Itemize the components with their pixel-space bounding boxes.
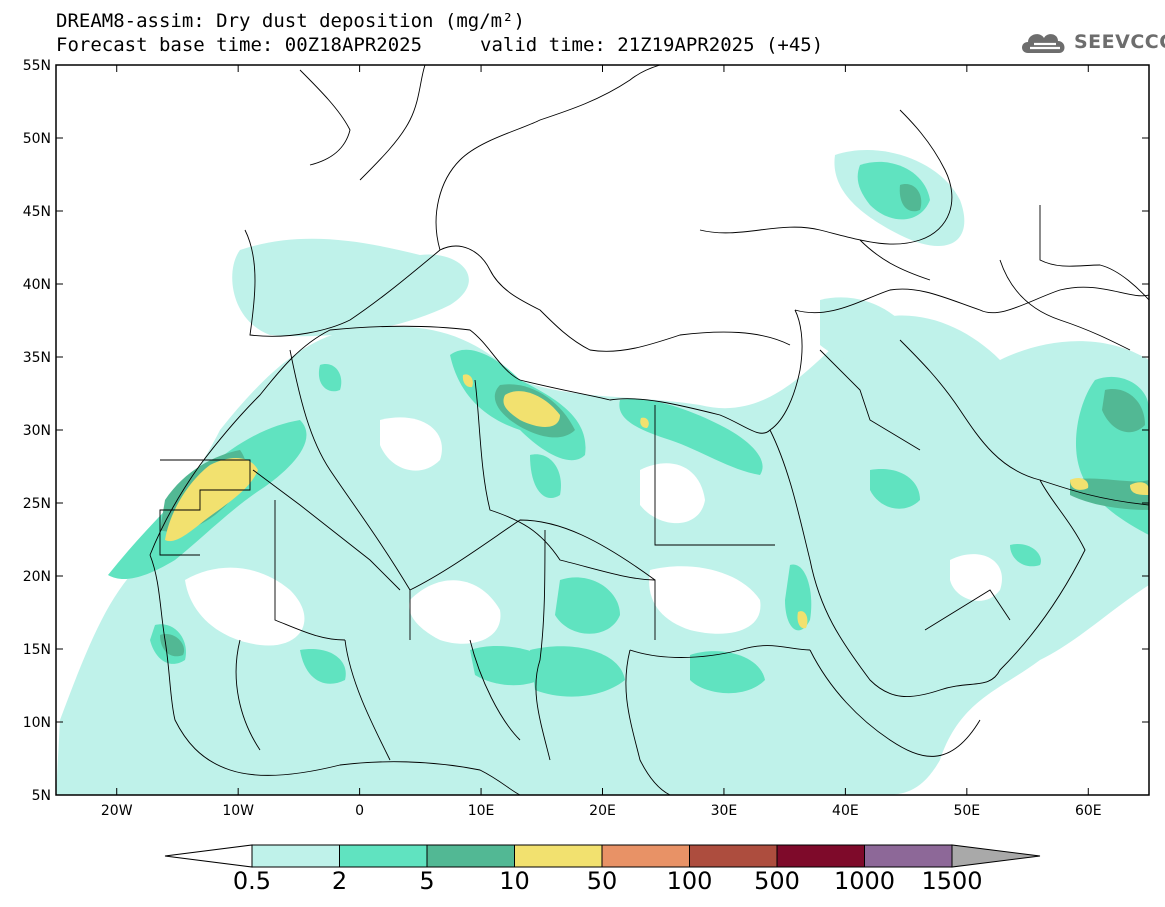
lon-tick-label: 20W (101, 803, 133, 819)
map-title: DREAM8-assim: Dry dust deposition (mg/m²… (56, 10, 525, 32)
colorbar-swatch (776, 844, 865, 868)
dust-field (56, 150, 1149, 795)
forecast-base-time: Forecast base time: 00Z18APR2025 (56, 34, 423, 56)
no-deposition-gaps (185, 417, 1002, 646)
coastlines-borders (149, 65, 1149, 795)
colorbar-level-label: 1000 (834, 867, 895, 895)
lon-tick-label: 20E (589, 803, 616, 819)
deposition-10-50 (165, 374, 1149, 629)
lon-tick-label: 10W (222, 803, 254, 819)
lon-tick-label: 30E (711, 803, 738, 819)
latitude-axis: 55N 50N 45N 40N 35N 30N 25N 20N 15N 10N 5N (23, 58, 1149, 804)
colorbar-swatch (339, 844, 428, 868)
lat-tick-label: 40N (23, 277, 51, 293)
colorbar-level-label: 2 (332, 867, 347, 895)
lat-tick-label: 55N (23, 58, 51, 74)
lon-tick-label: 50E (953, 803, 980, 819)
colorbar-swatch (426, 844, 515, 868)
lon-tick-label: 0 (355, 803, 364, 819)
lat-tick-label: 10N (23, 715, 51, 731)
colorbar-level-label: 5 (419, 867, 434, 895)
lat-tick-label: 45N (23, 204, 51, 220)
lon-tick-label: 40E (832, 803, 859, 819)
lon-tick-label: 10E (468, 803, 495, 819)
logo-text: SEEVCCC (1074, 31, 1165, 53)
colorbar-level-label: 50 (587, 867, 618, 895)
cloud-icon (1022, 34, 1065, 53)
colorbar-low-arrow (164, 844, 253, 868)
lat-tick-label: 20N (23, 569, 51, 585)
colorbar-level-label: 500 (754, 867, 800, 895)
colorbar-swatch (864, 844, 953, 868)
colorbar-level-label: 100 (667, 867, 713, 895)
lat-tick-label: 50N (23, 131, 51, 147)
lat-tick-label: 30N (23, 423, 51, 439)
lat-tick-label: 15N (23, 642, 51, 658)
valid-time: valid time: 21Z19APR2025 (+45) (480, 34, 824, 56)
lat-tick-label: 25N (23, 496, 51, 512)
lat-tick-label: 5N (32, 788, 51, 804)
colorbar-level-label: 10 (499, 867, 530, 895)
colorbar-high-arrow (951, 844, 1041, 868)
colorbar: 0.5 2 5 10 50 100 500 1000 1500 (164, 844, 1041, 895)
seevccc-logo: SEEVCCC (1018, 24, 1165, 60)
colorbar-swatch (251, 844, 340, 868)
colorbar-swatch (601, 844, 690, 868)
colorbar-level-label: 0.5 (233, 867, 271, 895)
colorbar-level-label: 1500 (921, 867, 982, 895)
lat-tick-label: 35N (23, 350, 51, 366)
longitude-axis: 20W 10W 0 10E 20E 30E 40E 50E 60E (101, 65, 1102, 819)
colorbar-swatch (689, 844, 778, 868)
lon-tick-label: 60E (1075, 803, 1102, 819)
colorbar-swatch (514, 844, 603, 868)
